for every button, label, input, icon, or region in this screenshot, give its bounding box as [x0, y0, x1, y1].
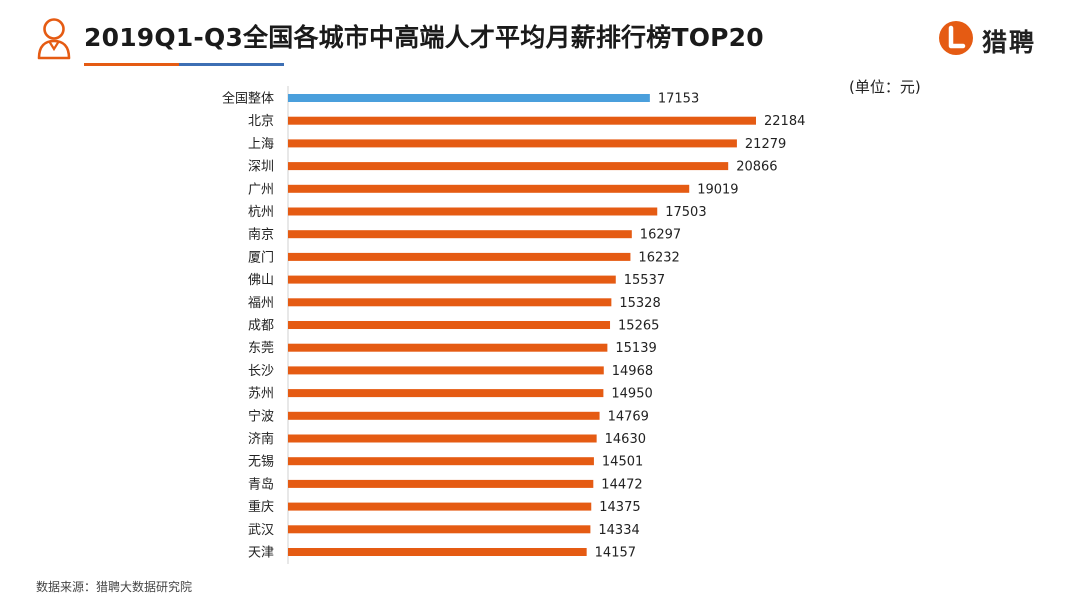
- value-label: 15537: [624, 273, 665, 288]
- bar: [288, 411, 600, 420]
- value-label: 14334: [598, 523, 639, 538]
- value-label: 20866: [736, 160, 777, 175]
- category-label: 南京: [248, 227, 274, 243]
- value-label: 14375: [599, 500, 640, 515]
- category-label: 苏州: [248, 386, 274, 402]
- bar: [288, 343, 608, 352]
- bar: [288, 116, 756, 125]
- value-label: 16232: [638, 250, 679, 265]
- value-label: 22184: [764, 114, 805, 129]
- category-label: 厦门: [248, 250, 274, 265]
- value-label: 14472: [601, 477, 642, 492]
- bar: [288, 457, 594, 466]
- value-label: 15328: [619, 296, 660, 311]
- value-label: 16297: [640, 228, 681, 243]
- bar: [288, 94, 650, 102]
- bar: [288, 525, 591, 534]
- bar-chart: 全国整体 17153 北京 22184 上海 21279 深圳 20866 广州 19019 杭州 1…: [222, 86, 805, 564]
- logo-text: 猎聘: [982, 28, 1037, 57]
- header: 2019Q1-Q3全国各城市中高端人才平均月薪排行榜TOP20 猎聘: [0, 0, 1080, 70]
- bar: [288, 207, 658, 216]
- bar: [288, 389, 604, 398]
- category-label: 无锡: [248, 455, 274, 470]
- bar: [288, 184, 690, 193]
- value-label: 15139: [615, 341, 656, 356]
- bar: [288, 502, 592, 511]
- value-label: 14968: [612, 364, 653, 379]
- person-icon: [37, 18, 71, 60]
- bar: [288, 434, 597, 443]
- logo-mark-icon: [939, 21, 973, 55]
- category-label: 武汉: [248, 523, 274, 538]
- category-label: 北京: [248, 114, 274, 129]
- bar: [288, 548, 587, 556]
- category-label: 全国整体: [222, 91, 274, 107]
- category-label: 济南: [248, 431, 274, 447]
- value-label: 14157: [595, 546, 636, 561]
- bar: [288, 275, 616, 284]
- value-label: 17153: [658, 92, 699, 107]
- category-label: 青岛: [248, 476, 274, 492]
- value-label: 19019: [697, 182, 738, 197]
- bar: [288, 321, 611, 329]
- unit-label: (单位：元): [849, 78, 921, 96]
- category-label: 杭州: [248, 205, 274, 220]
- value-label: 21279: [745, 137, 786, 152]
- category-label: 成都: [248, 319, 274, 334]
- category-label: 深圳: [248, 160, 274, 175]
- category-label: 广州: [248, 182, 274, 197]
- category-label: 天津: [248, 546, 274, 561]
- category-label: 宁波: [248, 408, 274, 424]
- bar: [288, 139, 737, 148]
- page-title: 2019Q1-Q3全国各城市中高端人才平均月薪排行榜TOP20: [84, 23, 764, 52]
- category-label: 东莞: [248, 341, 274, 356]
- bar: [288, 479, 594, 488]
- category-label: 佛山: [248, 273, 274, 288]
- bar: [288, 230, 632, 239]
- category-label: 福州: [248, 296, 274, 311]
- value-label: 14769: [608, 409, 649, 424]
- value-label: 17503: [665, 205, 706, 220]
- category-label: 重庆: [248, 499, 274, 515]
- bar: [288, 252, 631, 261]
- category-label: 上海: [248, 137, 274, 152]
- value-label: 14630: [605, 432, 646, 447]
- value-label: 14501: [602, 455, 643, 470]
- value-label: 15265: [618, 319, 659, 334]
- value-label: 14950: [611, 387, 652, 402]
- bar: [288, 366, 604, 375]
- bar: [288, 162, 729, 171]
- bar: [288, 298, 612, 307]
- data-source: 数据来源：猎聘大数据研究院: [36, 580, 193, 594]
- category-label: 长沙: [248, 364, 274, 379]
- title-underline: [84, 63, 284, 66]
